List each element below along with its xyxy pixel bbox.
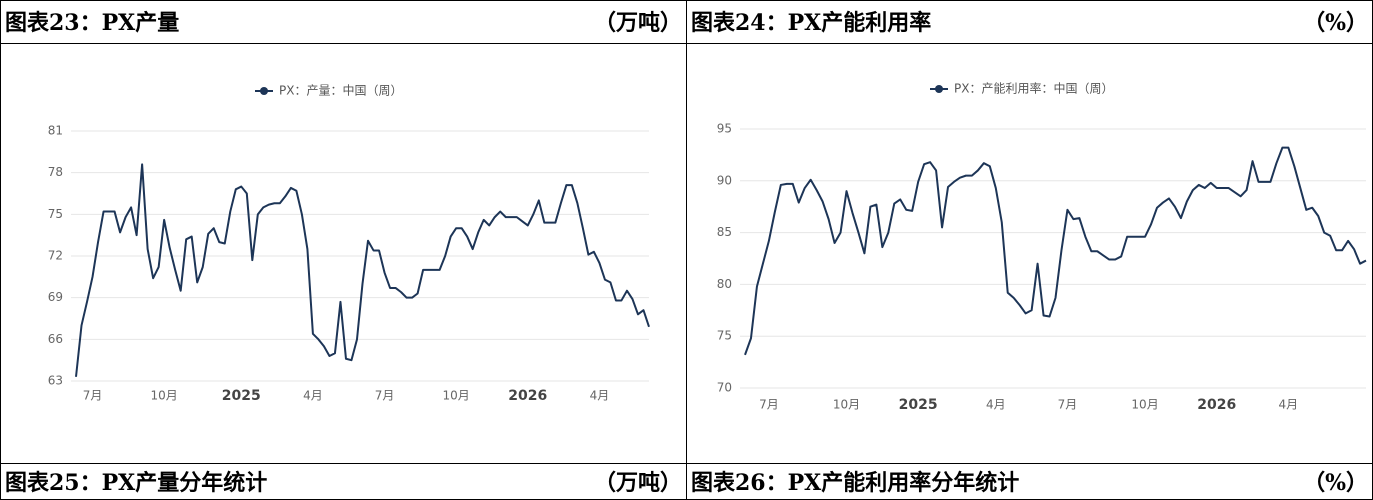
y-tick-label: 66 bbox=[48, 332, 63, 346]
panel-header: 图表26：PX产能利用率分年统计 （%） bbox=[687, 462, 1372, 499]
panel-header: 图表23：PX产量 （万吨） bbox=[1, 1, 686, 41]
x-tick-label: 2026 bbox=[1197, 397, 1236, 413]
y-tick-label: 75 bbox=[717, 329, 732, 343]
y-tick-label: 69 bbox=[48, 290, 63, 304]
x-tick-label: 4月 bbox=[1279, 398, 1299, 412]
y-tick-label: 70 bbox=[717, 381, 732, 395]
chart-panel: 63 66 69 72 75 78 81 7月 10月 2025 4月 7月 10月 2026 4月 PX：产… bbox=[1, 43, 686, 464]
x-tick-label: 2025 bbox=[222, 388, 261, 404]
header-unit: （%） bbox=[1303, 469, 1368, 496]
legend-label: PX：产量：中国（周） bbox=[279, 83, 402, 98]
y-tick-label: 75 bbox=[48, 207, 63, 221]
y-tick-label: 95 bbox=[717, 122, 732, 136]
y-tick-label: 81 bbox=[48, 124, 63, 138]
y-tick-label: 72 bbox=[48, 249, 63, 263]
chart: 70 75 80 85 90 95 7月 10月 2025 4月 7月 10月 2026 4月 PX：产能利… bbox=[717, 81, 1367, 413]
x-tick-label: 4月 bbox=[590, 389, 610, 403]
header-title: 图表25：PX产量分年统计 bbox=[5, 469, 268, 496]
x-tick-label: 7月 bbox=[375, 389, 395, 403]
x-tick-label: 7月 bbox=[1058, 398, 1078, 412]
header-title: 图表23：PX产量 bbox=[5, 10, 180, 36]
x-tick-label: 2026 bbox=[508, 388, 547, 404]
chart: 63 66 69 72 75 78 81 7月 10月 2025 4月 7月 10月 2026 4月 PX：产… bbox=[48, 83, 650, 404]
panel-header: 图表24：PX产能利用率 （%） bbox=[687, 1, 1372, 41]
header-unit: （%） bbox=[1303, 10, 1368, 36]
x-tick-label: 10月 bbox=[151, 389, 178, 403]
x-tick-label: 4月 bbox=[303, 389, 323, 403]
chart-panel: 70 75 80 85 90 95 7月 10月 2025 4月 7月 10月 2026 4月 PX：产能利… bbox=[687, 43, 1372, 464]
y-tick-label: 85 bbox=[717, 225, 732, 239]
x-tick-label: 10月 bbox=[443, 389, 470, 403]
data-line bbox=[75, 163, 650, 377]
x-tick-label: 4月 bbox=[986, 398, 1006, 412]
x-tick-label: 10月 bbox=[833, 398, 860, 412]
header-unit: （万吨） bbox=[593, 469, 682, 496]
divider bbox=[686, 1, 687, 499]
y-tick-label: 78 bbox=[48, 165, 63, 179]
panel-header: 图表25：PX产量分年统计 （万吨） bbox=[1, 462, 686, 499]
header-unit: （万吨） bbox=[593, 10, 682, 36]
legend-marker bbox=[935, 85, 943, 93]
data-line bbox=[744, 146, 1367, 356]
y-tick-label: 90 bbox=[717, 173, 732, 187]
header-title: 图表24：PX产能利用率 bbox=[691, 10, 932, 36]
legend-marker bbox=[260, 87, 268, 95]
x-tick-label: 2025 bbox=[899, 397, 938, 413]
x-tick-label: 10月 bbox=[1131, 398, 1158, 412]
x-tick-label: 7月 bbox=[83, 389, 103, 403]
header-title: 图表26：PX产能利用率分年统计 bbox=[691, 469, 1020, 496]
y-tick-label: 80 bbox=[717, 277, 732, 291]
legend-label: PX：产能利用率：中国（周） bbox=[954, 81, 1113, 96]
y-tick-label: 63 bbox=[48, 374, 63, 388]
x-tick-label: 7月 bbox=[759, 398, 779, 412]
